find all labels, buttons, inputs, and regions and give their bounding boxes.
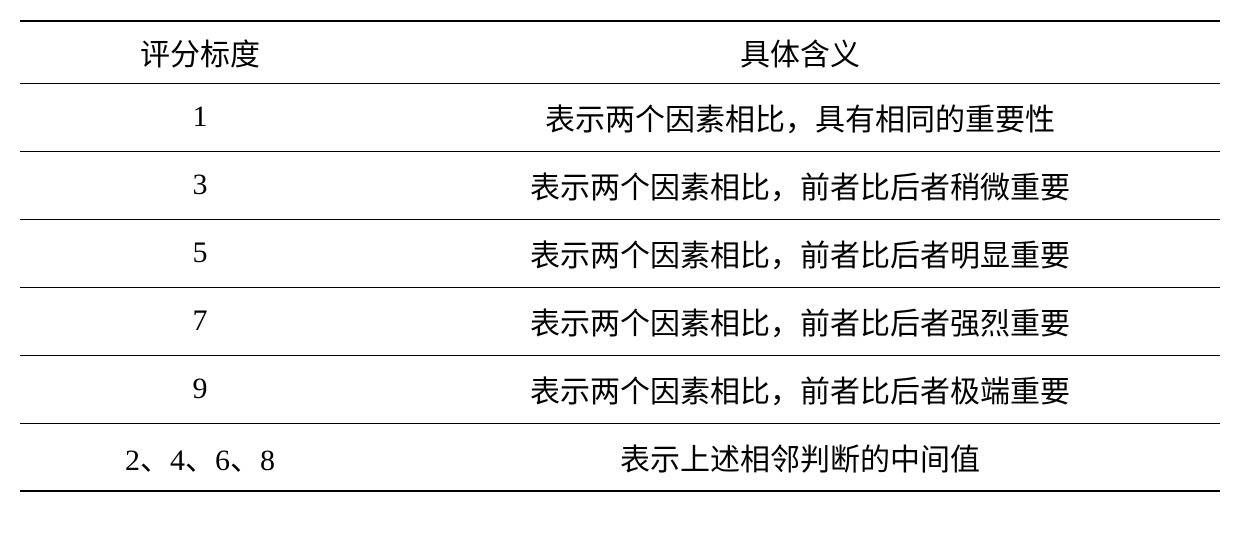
rating-scale-table: 评分标度 具体含义 1 表示两个因素相比，具有相同的重要性 3 表示两个因素相比… bbox=[20, 20, 1220, 492]
table-row: 9 表示两个因素相比，前者比后者极端重要 bbox=[20, 355, 1220, 423]
cell-scale: 7 bbox=[20, 287, 380, 355]
header-meaning: 具体含义 bbox=[380, 21, 1220, 83]
cell-meaning: 表示两个因素相比，前者比后者明显重要 bbox=[380, 219, 1220, 287]
cell-meaning: 表示两个因素相比，前者比后者稍微重要 bbox=[380, 151, 1220, 219]
cell-scale: 1 bbox=[20, 83, 380, 151]
table-row: 7 表示两个因素相比，前者比后者强烈重要 bbox=[20, 287, 1220, 355]
header-scale: 评分标度 bbox=[20, 21, 380, 83]
cell-meaning: 表示两个因素相比，前者比后者强烈重要 bbox=[380, 287, 1220, 355]
cell-scale: 5 bbox=[20, 219, 380, 287]
cell-meaning: 表示两个因素相比，具有相同的重要性 bbox=[380, 83, 1220, 151]
cell-meaning: 表示上述相邻判断的中间值 bbox=[380, 423, 1220, 491]
cell-scale: 3 bbox=[20, 151, 380, 219]
table-row: 1 表示两个因素相比，具有相同的重要性 bbox=[20, 83, 1220, 151]
table-row: 5 表示两个因素相比，前者比后者明显重要 bbox=[20, 219, 1220, 287]
table-row: 3 表示两个因素相比，前者比后者稍微重要 bbox=[20, 151, 1220, 219]
table-header-row: 评分标度 具体含义 bbox=[20, 21, 1220, 83]
cell-scale: 2、4、6、8 bbox=[20, 423, 380, 491]
cell-meaning: 表示两个因素相比，前者比后者极端重要 bbox=[380, 355, 1220, 423]
cell-scale: 9 bbox=[20, 355, 380, 423]
table-row: 2、4、6、8 表示上述相邻判断的中间值 bbox=[20, 423, 1220, 491]
